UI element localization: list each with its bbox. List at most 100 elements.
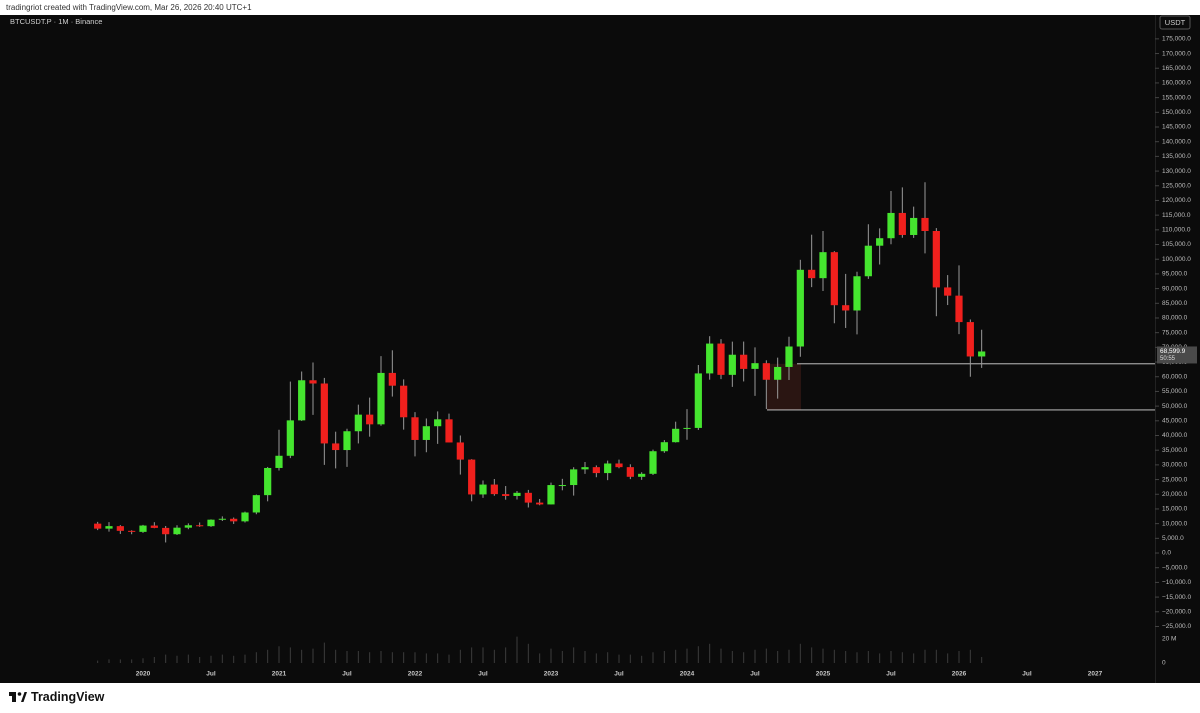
candle-body (502, 494, 510, 496)
candle-body (536, 502, 544, 505)
candle-body (490, 484, 498, 495)
candle-body (116, 526, 124, 531)
candle-body (785, 346, 793, 367)
candle-body (558, 485, 566, 487)
y-tick-label: 15,000.0 (1162, 506, 1188, 513)
candle-body (762, 363, 770, 380)
y-tick-label: 45,000.0 (1162, 418, 1188, 425)
candle-body (207, 519, 215, 527)
candle-body (864, 245, 872, 277)
candle-body (264, 467, 272, 496)
candle-body (932, 231, 940, 288)
y-tick-label: 170,000.0 (1162, 50, 1191, 57)
candle-body (706, 343, 714, 374)
x-tick-label: 2020 (136, 671, 151, 678)
header-text: tradingriot created with TradingView.com… (6, 3, 252, 12)
candle-body (377, 372, 385, 425)
last-price-box (1157, 346, 1197, 364)
candle-body (275, 455, 283, 468)
footer-logo: TradingView (9, 690, 105, 704)
candle-body (887, 212, 895, 239)
y-tick-label: 125,000.0 (1162, 182, 1191, 189)
x-tick-label: 2025 (816, 671, 831, 678)
currency-label[interactable]: USDT (1165, 18, 1186, 27)
candle-body (173, 527, 181, 535)
candle-body (683, 427, 691, 429)
x-tick-label: Jul (614, 671, 624, 678)
y-tick-label: 35,000.0 (1162, 447, 1188, 454)
candle-body (898, 212, 906, 235)
candle-body (479, 484, 487, 495)
y-tick-label: −10,000.0 (1162, 579, 1191, 586)
x-tick-label: 2022 (408, 671, 423, 678)
candle-body (774, 366, 782, 380)
y-tick-label: 110,000.0 (1162, 227, 1191, 234)
y-tick-label: 130,000.0 (1162, 168, 1191, 175)
y-tick-label: 140,000.0 (1162, 138, 1191, 145)
footer-brand: TradingView (31, 690, 105, 704)
y-tick-label: 40,000.0 (1162, 432, 1188, 439)
candle-body (581, 467, 589, 470)
candle-body (660, 442, 668, 452)
x-tick-label: 2023 (544, 671, 559, 678)
y-tick-label: 145,000.0 (1162, 124, 1191, 131)
candle-body (626, 467, 634, 477)
x-tick-label: Jul (478, 671, 488, 678)
candle-body (366, 414, 374, 425)
candle-body (910, 217, 918, 235)
y-tick-label: 155,000.0 (1162, 94, 1191, 101)
candle-body (105, 526, 113, 529)
candle-body (638, 473, 646, 477)
y-tick-label: 105,000.0 (1162, 241, 1191, 248)
y-tick-label: −15,000.0 (1162, 594, 1191, 601)
candle-body (241, 512, 249, 522)
candle-body (853, 276, 861, 311)
candle-body (819, 252, 827, 279)
candle-body (332, 443, 340, 451)
x-tick-label: Jul (886, 671, 896, 678)
candle-body (150, 525, 158, 528)
y-tick-label: 115,000.0 (1162, 212, 1191, 219)
y-tick-label: 95,000.0 (1162, 271, 1188, 278)
candle-body (604, 463, 612, 474)
candle-body (434, 419, 442, 427)
candle-body (94, 523, 102, 529)
y-tick-label: 20,000.0 (1162, 491, 1188, 498)
candle-body (694, 373, 702, 428)
y-tick-label: 90,000.0 (1162, 285, 1188, 292)
candle-body (592, 467, 600, 474)
candle-body (218, 518, 226, 520)
y-tick-label: 50,000.0 (1162, 403, 1188, 410)
candle-body (343, 431, 351, 451)
y-tick-label: 160,000.0 (1162, 80, 1191, 87)
y-tick-label: 175,000.0 (1162, 36, 1191, 43)
logo-mark (21, 692, 27, 702)
candle-body (298, 380, 306, 421)
candle-body (751, 363, 759, 369)
currency-button[interactable] (1159, 15, 1191, 30)
y-tick-label: 55,000.0 (1162, 388, 1188, 395)
y-tick-label: −5,000.0 (1162, 564, 1188, 571)
candle-body (978, 351, 986, 357)
candle-body (513, 492, 521, 496)
candle-body (286, 420, 294, 456)
candle-body (320, 383, 328, 444)
candle-body (196, 525, 204, 527)
candle-body (672, 428, 680, 443)
logo-mark (17, 692, 22, 696)
x-tick-label: 2021 (272, 671, 287, 678)
symbol-label: BTCUSDT.P · 1M · Binance (10, 17, 102, 26)
candle-body (309, 380, 317, 384)
x-tick-label: 2027 (1088, 671, 1103, 678)
y-tick-label: 25,000.0 (1162, 476, 1188, 483)
x-tick-label: Jul (206, 671, 216, 678)
candle-body (649, 451, 657, 474)
candle-body (740, 354, 748, 369)
y-tick-label: 80,000.0 (1162, 315, 1188, 322)
candle-body (830, 252, 838, 306)
candle-body (728, 354, 736, 375)
candle-body (876, 238, 884, 246)
x-tick-label: Jul (342, 671, 352, 678)
